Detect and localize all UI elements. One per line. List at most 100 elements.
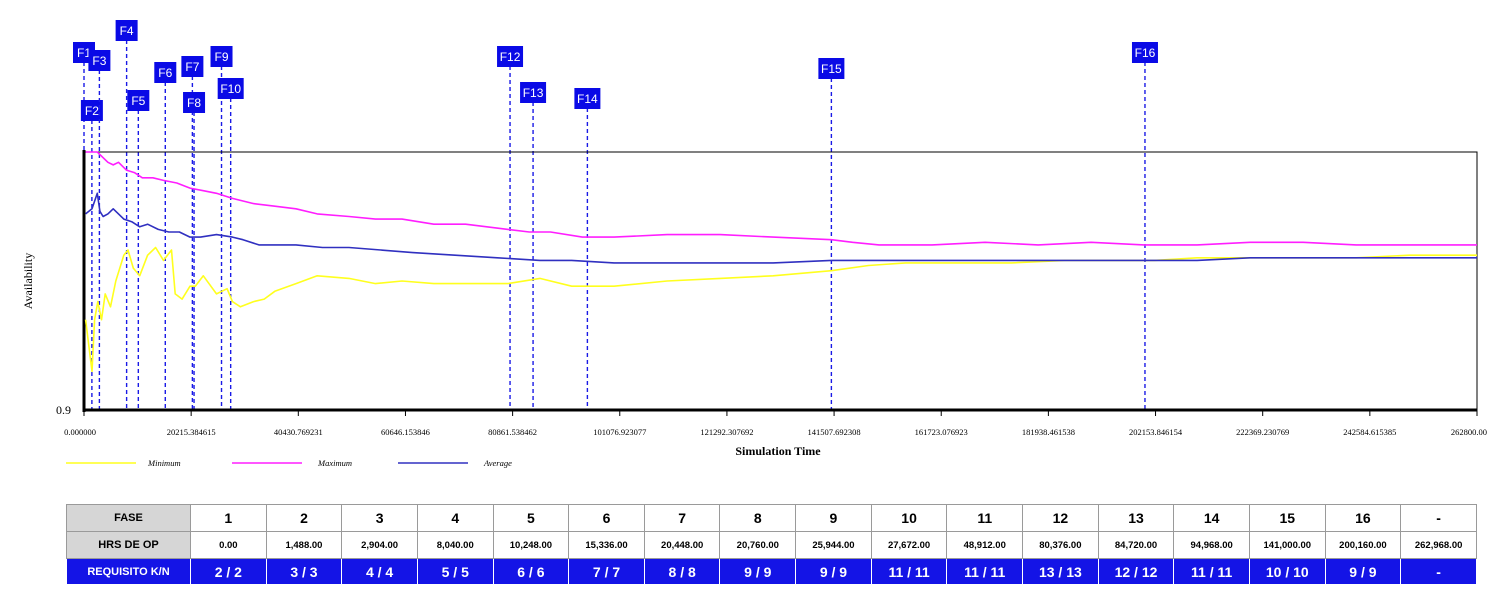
availability-chart: F1 F2 F3 F4 F5 F6 F7 F8 F9 F10 F12 F13 F14 F15 F16 0.0… <box>21 20 1487 468</box>
x-tick-label: 141507.692308 <box>808 427 861 437</box>
fase-cell: 15 <box>1248 504 1326 532</box>
phase-box <box>115 20 138 41</box>
phase-marker-f13: F13 <box>520 82 547 410</box>
plot-frame <box>82 151 1478 411</box>
hrs-cell: 2,904.00 <box>341 531 418 559</box>
phase-box <box>1131 42 1158 63</box>
x-tick-label: 20215.384615 <box>167 427 216 437</box>
req-cell: 10 / 10 <box>1248 558 1326 585</box>
x-tick-label: 181938.461538 <box>1022 427 1075 437</box>
hrs-cell: 80,376.00 <box>1022 531 1099 559</box>
legend-item-maximum: Maximum <box>232 458 352 468</box>
req-cell: 11 / 11 <box>870 558 948 585</box>
series-line-average <box>85 192 1477 264</box>
hrs-header: HRS DE OP <box>66 531 191 559</box>
req-cell: 11 / 11 <box>946 558 1024 585</box>
phase-box <box>520 82 547 103</box>
phase-label: F9 <box>215 50 229 64</box>
x-tick-label: 40430.769231 <box>274 427 323 437</box>
req-cell: 6 / 6 <box>492 558 570 585</box>
hrs-cell: 0.00 <box>190 531 267 559</box>
legend-label: Minimum <box>147 458 181 468</box>
phase-label: F12 <box>500 50 521 64</box>
req-cell: 13 / 13 <box>1022 558 1099 585</box>
legend: Minimum Maximum Average <box>66 458 512 468</box>
x-tick-label: 161723.076923 <box>915 427 968 437</box>
phase-label: F15 <box>821 62 842 76</box>
fase-cell: 14 <box>1173 504 1250 532</box>
legend-label: Maximum <box>317 458 352 468</box>
phase-table: FASE 1 2 3 4 5 6 7 8 9 10 11 12 13 14 15 16- HRS DE OP … <box>66 504 1477 585</box>
x-tick-label: 101076.923077 <box>593 427 646 437</box>
fase-cell: 12 <box>1022 504 1099 532</box>
x-tick-label: 202153.846154 <box>1129 427 1183 437</box>
fase-cell: 5 <box>492 504 570 532</box>
phase-label: F1 <box>77 46 91 60</box>
phase-marker-f5: F5 <box>127 90 150 410</box>
x-tick-label: 121292.307692 <box>700 427 753 437</box>
hrs-cell: 15,336.00 <box>568 531 645 559</box>
req-cell: 3 / 3 <box>265 558 343 585</box>
x-tick-label: 80861.538462 <box>488 427 537 437</box>
hrs-cell: 48,912.00 <box>946 531 1024 559</box>
fase-cell: 3 <box>341 504 418 532</box>
phase-marker-f4: F4 <box>115 20 138 410</box>
phase-box <box>217 78 244 99</box>
hrs-cell: 8,040.00 <box>416 531 494 559</box>
x-tick-label: 242584.615385 <box>1343 427 1396 437</box>
fase-cell: - <box>1400 504 1477 532</box>
phase-box <box>154 62 177 83</box>
fase-cell: 13 <box>1097 504 1175 532</box>
fase-cell: 4 <box>416 504 494 532</box>
x-tick-label: 222369.230769 <box>1236 427 1289 437</box>
hrs-cell: 141,000.00 <box>1248 531 1326 559</box>
phase-marker-f3: F3 <box>88 50 111 410</box>
hrs-cell: 20,760.00 <box>719 531 797 559</box>
hrs-row: HRS DE OP 0.00 1,488.00 2,904.00 8,040.00 10… <box>66 531 1477 559</box>
hrs-cell: 25,944.00 <box>795 531 872 559</box>
req-cell: 12 / 12 <box>1097 558 1175 585</box>
req-cell: 5 / 5 <box>416 558 494 585</box>
phase-marker-f15: F15 <box>818 58 845 410</box>
req-cell: 7 / 7 <box>568 558 645 585</box>
phase-box <box>497 46 524 67</box>
fase-cell: 9 <box>795 504 872 532</box>
y-axis-title: Availability <box>21 253 35 309</box>
series-line-maximum <box>85 151 1477 246</box>
phase-label: F16 <box>1135 46 1156 60</box>
x-ticks: 0.000000 20215.384615 40430.769231 60646.15… <box>64 410 1487 437</box>
hrs-cell: 200,160.00 <box>1324 531 1402 559</box>
phase-label: F14 <box>577 92 598 106</box>
legend-label: Average <box>483 458 512 468</box>
phase-marker-f12: F12 <box>497 46 524 410</box>
phase-box <box>818 58 845 79</box>
req-cell: 4 / 4 <box>341 558 418 585</box>
phase-label: F3 <box>92 54 106 68</box>
hrs-cell: 10,248.00 <box>492 531 570 559</box>
phase-box <box>210 46 233 67</box>
phase-label: F7 <box>185 60 199 74</box>
series-lines <box>84 151 1477 373</box>
phase-box <box>80 100 103 121</box>
phase-label: F5 <box>131 94 145 108</box>
phase-label: F4 <box>120 24 134 38</box>
phase-label: F13 <box>523 86 544 100</box>
phase-label: F6 <box>158 66 172 80</box>
phase-box <box>183 92 206 113</box>
req-cell: 11 / 11 <box>1173 558 1250 585</box>
req-header: REQUISITO K/N <box>66 558 191 585</box>
fase-cell: 7 <box>643 504 721 532</box>
legend-item-average: Average <box>398 458 512 468</box>
req-cell: 9 / 9 <box>1324 558 1402 585</box>
hrs-cell: 262,968.00 <box>1400 531 1477 559</box>
phase-box <box>127 90 150 111</box>
x-tick-label: 0.000000 <box>64 427 96 437</box>
phase-box <box>574 88 601 109</box>
hrs-cell: 20,448.00 <box>643 531 721 559</box>
phase-marker-f7: F7 <box>181 56 204 410</box>
fase-cell: 6 <box>568 504 645 532</box>
y-min-tick-label: 0.9 <box>56 403 71 417</box>
hrs-cell: 27,672.00 <box>870 531 948 559</box>
fase-cell: 2 <box>265 504 343 532</box>
